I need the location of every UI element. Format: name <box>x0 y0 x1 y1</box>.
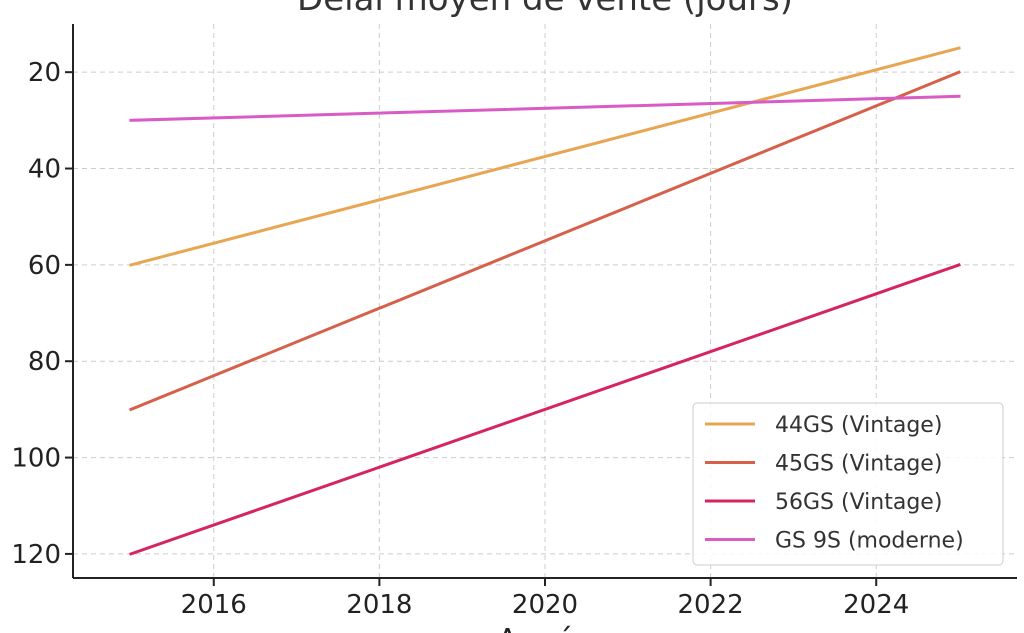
x-tick-label-4: 2024 <box>843 590 909 620</box>
legend-label-2: 56GS (Vintage) <box>775 490 942 515</box>
y-tick-label-2: 60 <box>28 251 61 281</box>
series-line-2 <box>129 262 961 556</box>
y-tick-label-4: 100 <box>11 444 61 474</box>
x-tick-label-0: 2016 <box>181 590 247 620</box>
legend-box <box>692 402 1004 566</box>
series-line-3 <box>129 94 961 122</box>
chart-title: Délai moyen de vente (jours) <box>297 0 793 19</box>
legend: 44GS (Vintage) 45GS (Vintage) 56GS (Vintag… <box>692 402 1004 566</box>
x-tick-label-2: 2020 <box>512 590 578 620</box>
legend-label-3: GS 9S (moderne) <box>775 529 964 554</box>
series-lines <box>129 46 961 556</box>
x-tick-label-1: 2018 <box>346 590 412 620</box>
legend-label-1: 45GS (Vintage) <box>775 452 942 477</box>
y-tick-label-0: 20 <box>28 58 61 88</box>
series-line-1 <box>129 70 961 412</box>
y-tick-label-3: 80 <box>28 347 61 377</box>
y-tick-label-5: 120 <box>11 540 61 570</box>
series-line-0 <box>129 46 961 267</box>
legend-label-0: 44GS (Vintage) <box>775 413 942 438</box>
tick-labels: 2016 2018 2020 2022 2024 20 40 60 80 100 120 <box>11 58 909 620</box>
x-axis-label: Année <box>497 623 592 633</box>
x-tick-label-3: 2022 <box>678 590 744 620</box>
y-tick-label-1: 40 <box>28 155 61 185</box>
